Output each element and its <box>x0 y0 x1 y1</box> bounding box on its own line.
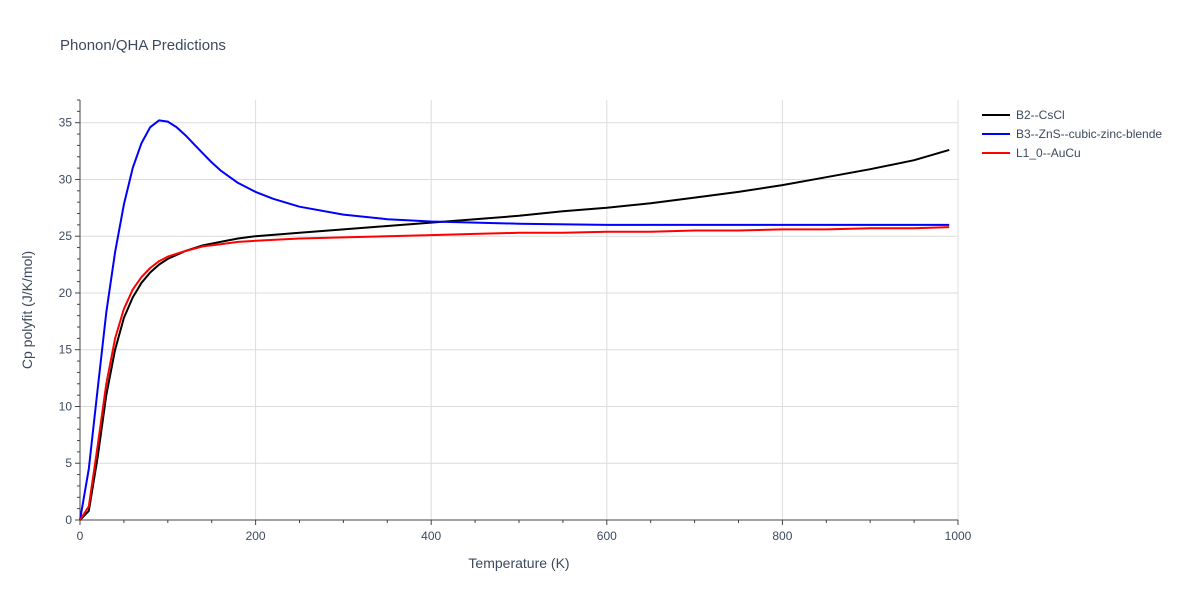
y-tick-label: 0 <box>65 513 72 527</box>
axes <box>75 99 959 525</box>
x-tick-label: 200 <box>246 529 266 543</box>
legend[interactable]: B2--CsCl B3--ZnS--cubic-zinc-blende L1_0--… <box>982 108 1162 160</box>
y-tick-label: 25 <box>59 229 73 243</box>
legend-label: L1_0--AuCu <box>1016 146 1081 160</box>
x-tick-label: 0 <box>77 529 84 543</box>
x-axis-title: Temperature (K) <box>468 555 569 571</box>
legend-item-0[interactable]: B2--CsCl <box>982 108 1065 122</box>
y-tick-label: 20 <box>59 286 73 300</box>
series-line-2[interactable] <box>79 226 950 521</box>
x-tick-label: 1000 <box>945 529 972 543</box>
grid <box>80 100 959 520</box>
y-tick-label: 10 <box>59 399 73 413</box>
x-tick-label: 400 <box>421 529 441 543</box>
y-axis-title: Cp polyfit (J/K/mol) <box>19 251 35 369</box>
x-tick-label: 800 <box>772 529 792 543</box>
chart-title: Phonon/QHA Predictions <box>60 37 226 54</box>
y-tick-label: 30 <box>59 172 73 186</box>
series-line-1[interactable] <box>79 119 950 521</box>
y-tick-label: 15 <box>59 343 73 357</box>
legend-label: B3--ZnS--cubic-zinc-blende <box>1016 127 1162 141</box>
y-tick-label: 5 <box>65 456 72 470</box>
legend-label: B2--CsCl <box>1016 108 1065 122</box>
legend-item-1[interactable]: B3--ZnS--cubic-zinc-blende <box>982 127 1162 141</box>
plot-series <box>79 119 950 521</box>
y-axis-ticks: 0 5 10 15 20 25 30 35 <box>59 116 73 527</box>
series-line-0[interactable] <box>79 148 950 521</box>
legend-item-2[interactable]: L1_0--AuCu <box>982 146 1081 160</box>
y-tick-label: 35 <box>59 116 73 130</box>
x-axis-ticks: 0 200 400 600 800 1000 <box>77 529 972 543</box>
x-tick-label: 600 <box>597 529 617 543</box>
